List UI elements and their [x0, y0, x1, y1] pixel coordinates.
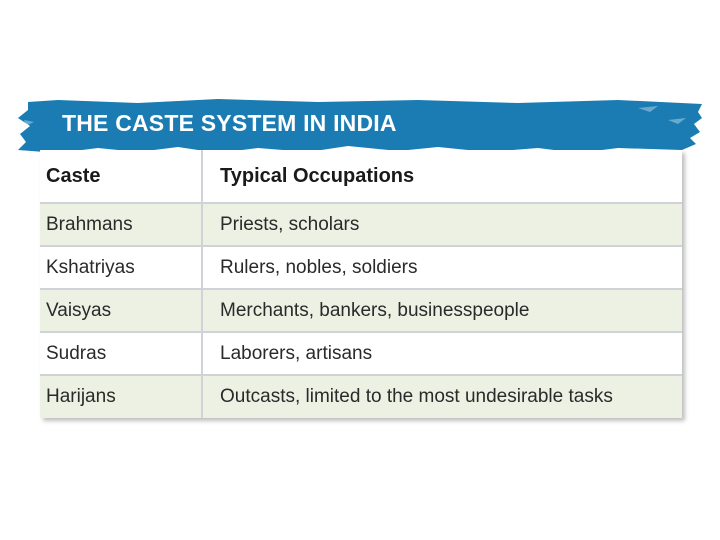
occupation-cell: Merchants, bankers, businesspeople: [220, 299, 530, 321]
occupation-cell: Outcasts, limited to the most undesirabl…: [220, 386, 613, 407]
caste-cell: Harijans: [46, 386, 116, 407]
caste-cell: Kshatriyas: [46, 256, 135, 278]
caste-table: Caste Typical Occupations Brahmans Pries…: [40, 150, 682, 418]
table-row: Harijans Outcasts, limited to the most u…: [40, 376, 682, 418]
occupation-cell: Laborers, artisans: [220, 342, 373, 364]
brush-stroke-banner: [18, 99, 702, 153]
caste-cell: Vaisyas: [46, 299, 112, 321]
caste-cell: Brahmans: [46, 213, 133, 235]
page-title: THE CASTE SYSTEM IN INDIA: [62, 110, 397, 136]
table-row: Kshatriyas Rulers, nobles, soldiers: [40, 247, 682, 290]
table-header-row: Caste Typical Occupations: [40, 150, 682, 204]
header-caste: Caste: [46, 164, 101, 187]
table-row: Vaisyas Merchants, bankers, businesspeop…: [40, 290, 682, 333]
occupation-cell: Rulers, nobles, soldiers: [220, 256, 418, 278]
header-typical-occupations: Typical Occupations: [220, 164, 415, 187]
table-row: Brahmans Priests, scholars: [40, 204, 682, 247]
column-divider: [201, 150, 203, 418]
table-row: Sudras Laborers, artisans: [40, 333, 682, 376]
caste-cell: Sudras: [46, 342, 107, 364]
title-banner: THE CASTE SYSTEM IN INDIA: [18, 98, 702, 154]
occupation-cell: Priests, scholars: [220, 213, 360, 235]
